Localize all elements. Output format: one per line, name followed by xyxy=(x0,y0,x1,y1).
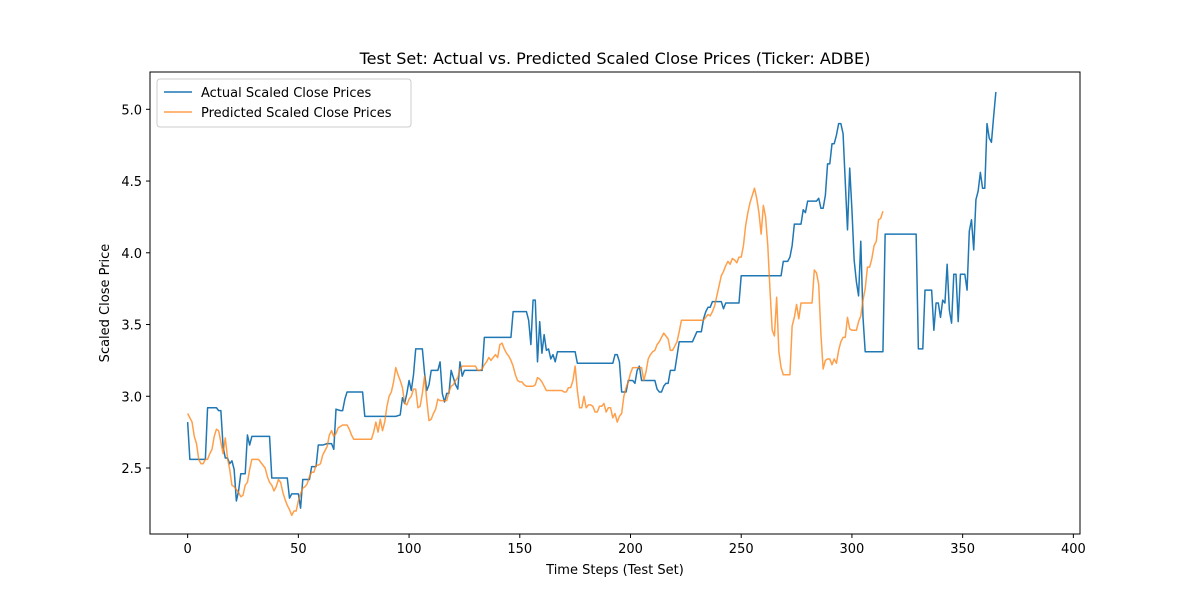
x-tick-label: 400 xyxy=(1061,542,1086,557)
series-line-actual xyxy=(186,92,997,509)
y-tick-label: 3.0 xyxy=(121,390,142,405)
series-layer xyxy=(186,92,997,517)
y-tick-label: 3.5 xyxy=(121,319,142,334)
x-tick-label: 50 xyxy=(290,542,307,557)
x-tick-label: 300 xyxy=(840,542,865,557)
y-axis-title: Scaled Close Price xyxy=(98,244,113,363)
x-tick-label: 150 xyxy=(507,542,532,557)
y-tick-label: 4.5 xyxy=(121,175,142,190)
legend-box xyxy=(156,78,412,128)
x-axis-title: Time Steps (Test Set) xyxy=(545,563,684,578)
y-tick-label: 4.0 xyxy=(121,247,142,262)
legend: Actual Scaled Close Prices Predicted Scal… xyxy=(156,78,412,128)
legend-label: Predicted Scaled Close Prices xyxy=(201,106,392,121)
x-axis: 0 50 100 150 200 250 300 350 400 xyxy=(184,534,1086,557)
legend-label: Actual Scaled Close Prices xyxy=(201,86,371,101)
x-tick-label: 200 xyxy=(618,542,643,557)
plot-frame xyxy=(149,71,1081,535)
y-tick-label: 5.0 xyxy=(121,103,142,118)
y-tick-label: 2.5 xyxy=(121,462,142,477)
x-tick-label: 250 xyxy=(729,542,754,557)
y-axis: 2.5 3.0 3.5 4.0 4.5 5.0 xyxy=(121,103,150,477)
x-tick-label: 350 xyxy=(950,542,975,557)
x-tick-label: 0 xyxy=(184,542,192,557)
x-tick-label: 100 xyxy=(397,542,422,557)
series-line-predicted xyxy=(186,187,884,517)
chart-title: Test Set: Actual vs. Predicted Scaled Cl… xyxy=(359,49,871,68)
